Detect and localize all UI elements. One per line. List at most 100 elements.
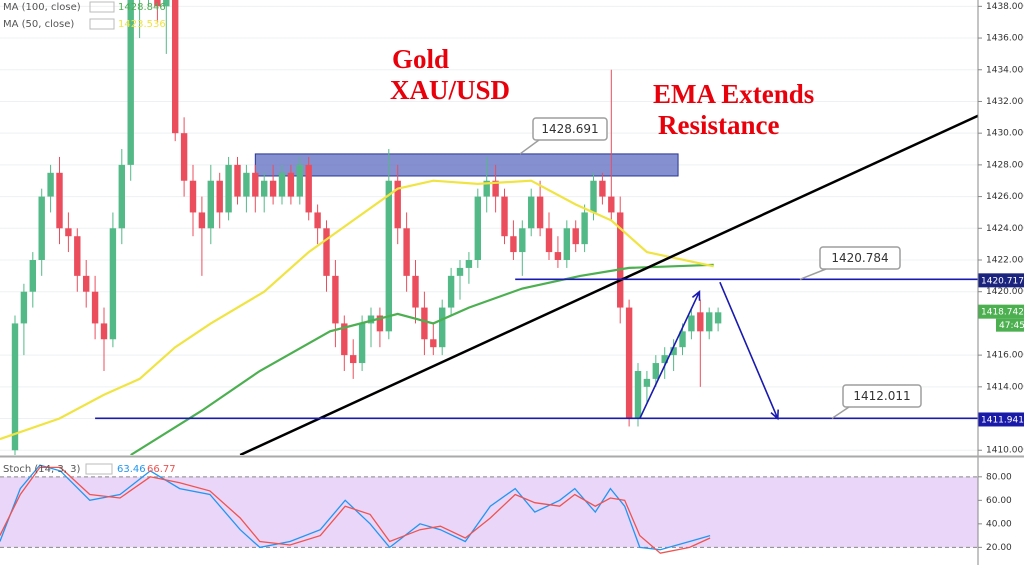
y-tick-label: 1416.000 — [986, 351, 1024, 361]
countdown: 47:45 — [999, 321, 1024, 331]
candle-body — [625, 307, 633, 419]
y-tick-label: 1432.000 — [986, 97, 1024, 107]
candle-body — [225, 164, 232, 213]
candle-body — [536, 196, 544, 229]
callout-box — [819, 246, 901, 270]
legend-value: 63.46 — [117, 464, 146, 475]
candle-body — [278, 172, 286, 197]
candle-body — [706, 312, 713, 332]
candle-body — [56, 172, 63, 229]
overlay: 1410.0001412.0001414.0001416.0001420.000… — [3, 1, 1024, 553]
candle-body — [634, 370, 642, 419]
candle-body — [198, 212, 206, 229]
candle-body — [456, 267, 464, 276]
y-tick-label: 1420.000 — [986, 287, 1024, 297]
candle-body — [492, 180, 499, 197]
callout-label: 1428.691 — [541, 122, 598, 136]
legend-value: 66.77 — [147, 464, 176, 475]
annotation: Gold — [392, 44, 449, 74]
y-tick-label: 1430.000 — [986, 129, 1024, 139]
candle-body — [296, 164, 304, 197]
candle-body — [252, 172, 259, 197]
candle-body — [180, 133, 188, 181]
price-tag-label: 1411.941 — [981, 415, 1024, 425]
candle-body — [670, 347, 677, 356]
candle-body — [608, 196, 615, 213]
price-tag-label: 1418.742 — [981, 308, 1024, 318]
candle-body — [47, 172, 54, 197]
candle-body — [661, 355, 668, 364]
callout-leader — [799, 268, 827, 280]
candle-body — [599, 180, 606, 197]
candle-body — [412, 275, 419, 308]
candle-body — [323, 228, 330, 276]
trendline — [239, 114, 978, 455]
candle-body — [394, 180, 401, 229]
annotation: XAU/USD — [390, 75, 510, 105]
callout-leader — [831, 406, 850, 419]
candle-body — [109, 228, 117, 340]
candle-body — [29, 260, 36, 292]
candle-body — [421, 307, 428, 340]
candle-body — [216, 180, 223, 213]
candle-body — [643, 378, 651, 387]
y-tick-label: 40.00 — [986, 519, 1012, 529]
price-tag — [978, 273, 1024, 288]
callout-label: 1420.784 — [831, 251, 888, 265]
candle-body — [545, 228, 553, 253]
stoch-line — [0, 466, 711, 554]
callout-leader — [519, 139, 540, 155]
arrow — [719, 281, 779, 421]
arrow — [639, 290, 701, 419]
candle-body — [474, 196, 482, 260]
candle-body — [20, 291, 28, 324]
candle-body — [74, 236, 81, 276]
candle-body — [528, 196, 535, 229]
candle-body — [269, 180, 277, 197]
candle-body — [305, 164, 312, 213]
candle-body — [332, 275, 339, 324]
candle-body — [261, 180, 268, 197]
candle-body — [679, 331, 686, 348]
stoch-title: Stoch (14, 3, 3) — [3, 464, 80, 475]
candle-body — [439, 307, 446, 348]
candle-body — [367, 315, 375, 324]
candle-body — [688, 315, 695, 332]
candle-body — [118, 164, 125, 229]
legend-icons — [89, 18, 115, 30]
annotation: Resistance — [658, 110, 779, 140]
candle-body — [590, 180, 597, 213]
candle-body — [341, 323, 348, 356]
candle-body — [91, 291, 99, 324]
candle-body — [154, 0, 161, 7]
countdown-tag — [996, 318, 1024, 332]
legend-name: MA (50, close) — [3, 19, 74, 30]
y-tick-label: 60.00 — [986, 496, 1012, 506]
candle-body — [82, 275, 90, 292]
y-tick-label: 20.00 — [986, 543, 1012, 553]
candle-body — [287, 172, 295, 197]
candle-body — [652, 363, 660, 379]
legend-icons — [85, 463, 113, 475]
callout-box — [532, 117, 608, 141]
y-tick-label: 1424.000 — [986, 224, 1024, 234]
callout-box — [842, 384, 922, 408]
y-tick-label: 1428.000 — [986, 160, 1024, 170]
candle-body — [430, 339, 437, 348]
candle-body — [314, 212, 321, 229]
candle-body — [358, 323, 366, 364]
y-tick-label: 1438.000 — [986, 2, 1024, 12]
y-tick-label: 80.00 — [986, 472, 1012, 482]
candle-body — [617, 212, 624, 308]
legend-icons — [89, 1, 115, 13]
candle-body — [385, 180, 393, 332]
candle-body — [243, 172, 250, 197]
candle-body — [376, 315, 384, 332]
price-tag — [978, 412, 1024, 427]
candle-body — [554, 252, 562, 260]
candle-body — [207, 180, 215, 229]
resistance-zone — [254, 153, 679, 177]
legend-value: 1423.536 — [118, 19, 166, 30]
y-tick-label: 1410.000 — [986, 446, 1024, 456]
